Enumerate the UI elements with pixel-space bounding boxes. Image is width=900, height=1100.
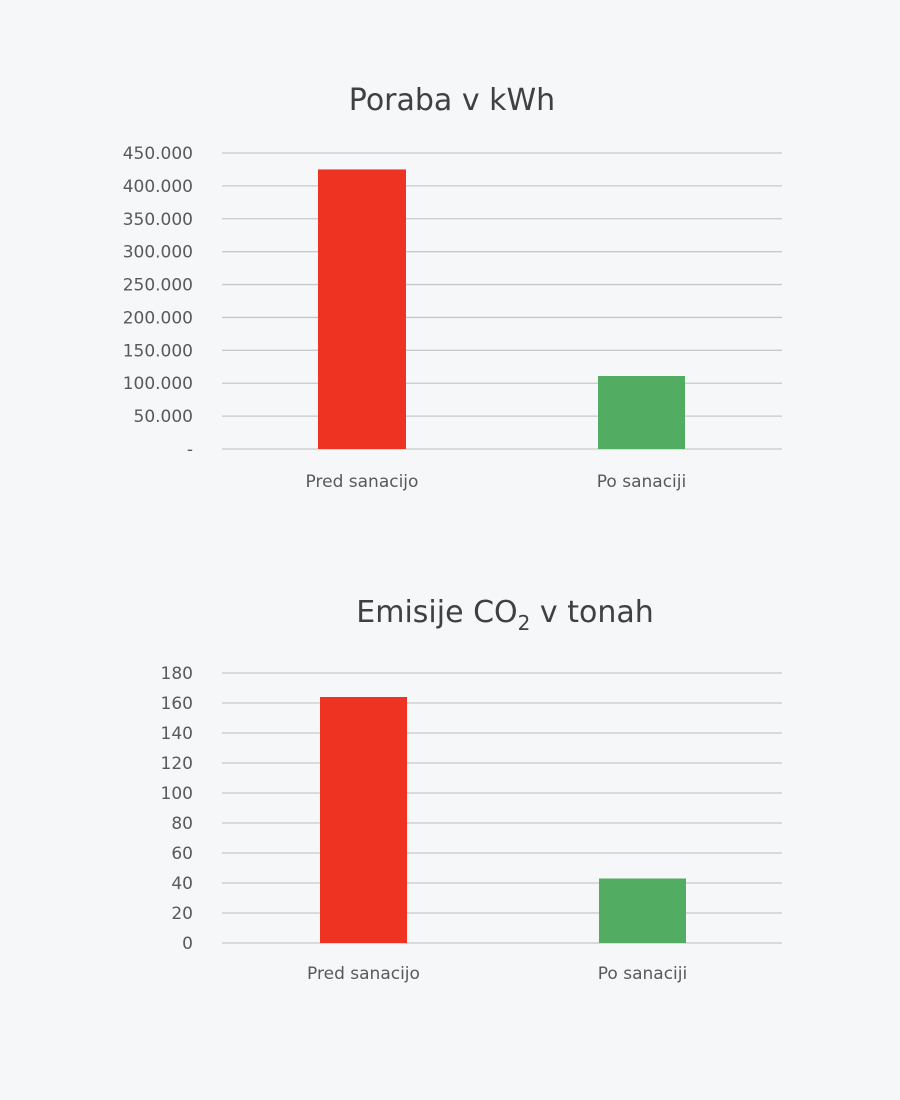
chart-1-ytick-label: 450.000 [123, 144, 193, 164]
chart-2-bar-2 [599, 878, 686, 943]
chart-1-ytick-label: 50.000 [134, 407, 193, 427]
chart-2-ytick-label: 100 [161, 784, 193, 804]
chart-1-category-label: Pred sanacijo [306, 472, 419, 492]
chart-2-ytick-label: 40 [171, 874, 193, 894]
chart-2-ytick-label: 60 [171, 844, 193, 864]
chart-1-ytick-label: 350.000 [123, 210, 193, 230]
chart-1-ytick-label: - [187, 440, 193, 460]
chart-1-ytick-label: 100.000 [123, 374, 193, 394]
chart-1-title: Poraba v kWh [349, 83, 555, 118]
chart-2-ytick-label: 120 [161, 754, 193, 774]
chart-2-ytick-label: 20 [171, 904, 193, 924]
chart-2-ytick-label: 0 [182, 934, 193, 954]
chart-2-title-subscript: 2 [518, 611, 531, 635]
chart-2-title: Emisije CO2 v tonah [356, 595, 653, 635]
chart-1-ytick-label: 250.000 [123, 276, 193, 296]
chart-1-category-label: Po sanaciji [597, 472, 686, 492]
chart-1-bar-2 [598, 375, 685, 449]
chart-1-ytick-label: 300.000 [123, 243, 193, 263]
chart-1-ytick-label: 200.000 [123, 308, 193, 328]
chart-1-ytick-label: 400.000 [123, 177, 193, 197]
chart-2-ytick-label: 180 [161, 664, 193, 684]
chart-2-ytick-label: 140 [161, 724, 193, 744]
chart-2-ytick-label: 160 [161, 694, 193, 714]
chart-2-category-label: Po sanaciji [598, 964, 687, 984]
chart-2-category-label: Pred sanacijo [307, 964, 420, 984]
chart-1-ytick-label: 150.000 [123, 341, 193, 361]
chart-2-ytick-label: 80 [171, 814, 193, 834]
chart-2-title-suffix: v tonah [530, 595, 653, 630]
chart-2-title-main: Emisije CO [356, 595, 517, 630]
chart-1-bar-1 [318, 169, 406, 449]
chart-2-bar-1 [320, 697, 407, 943]
